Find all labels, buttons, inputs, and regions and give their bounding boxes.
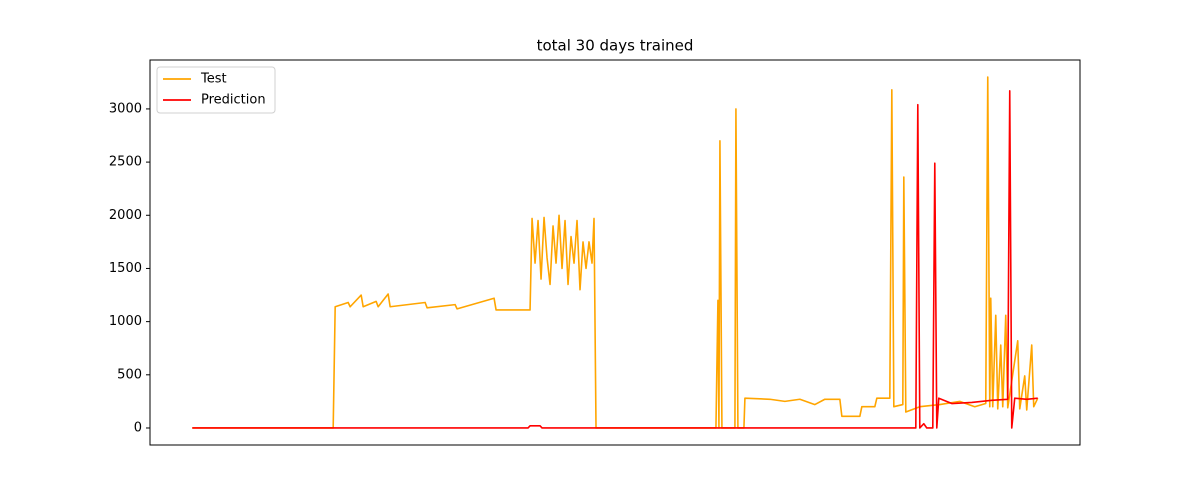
y-tick-label: 1500: [109, 261, 142, 276]
legend-label: Prediction: [201, 93, 266, 108]
y-tick-label: 500: [117, 367, 142, 382]
y-tick-label: 1000: [109, 314, 142, 329]
y-tick-label: 2000: [109, 208, 142, 223]
line-series: [192, 90, 1038, 429]
chart-title: total 30 days trained: [537, 37, 694, 55]
plot-frame: [149, 59, 1081, 446]
y-tick-label: 3000: [109, 101, 142, 116]
y-tick-label: 0: [134, 420, 142, 435]
line-series: [192, 76, 1039, 429]
y-tick-label: 2500: [109, 155, 142, 170]
legend-label: Test: [200, 72, 227, 87]
